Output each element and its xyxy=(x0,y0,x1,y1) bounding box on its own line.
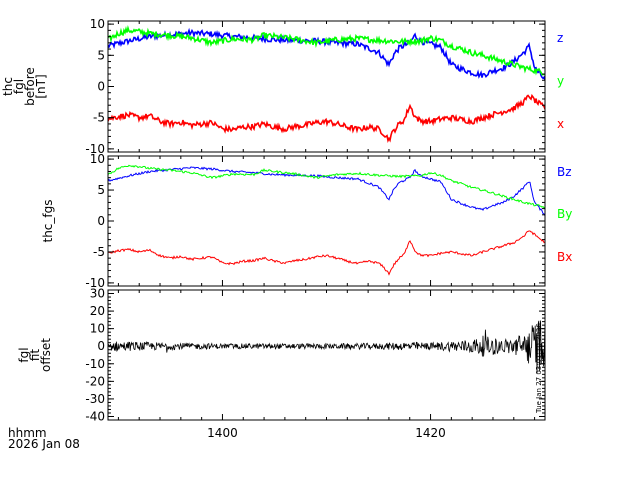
ytick-label: -30 xyxy=(85,392,105,406)
legend-Bz: Bz xyxy=(557,165,572,179)
panel-data xyxy=(108,320,545,374)
y-axis-label: fgl xyxy=(12,79,26,94)
y-axis-label: thc_fgs xyxy=(41,199,55,242)
ytick-label: 10 xyxy=(90,152,105,166)
ytick-label: 0 xyxy=(97,339,105,353)
xtick-label: 1420 xyxy=(415,426,446,440)
ytick-label: 20 xyxy=(90,304,105,318)
ytick-label: -10 xyxy=(85,276,105,290)
ytick-label: -20 xyxy=(85,374,105,388)
panel-2: Bz By Bx -10 -5 0 5 10 thc_fgs xyxy=(41,152,572,290)
legend-By: By xyxy=(557,207,572,221)
ytick-label: -5 xyxy=(93,111,105,125)
ytick-label: 5 xyxy=(97,48,105,62)
ytick-label: -10 xyxy=(85,142,105,156)
y-axis-label: before xyxy=(23,67,37,106)
y-axis-label: thc xyxy=(1,77,15,96)
series-offset-line xyxy=(108,320,545,374)
x-axis-label: hhmm xyxy=(8,426,47,440)
y-axis-label: offset xyxy=(39,338,53,372)
legend-z: z xyxy=(557,31,563,45)
ytick-label: 0 xyxy=(97,80,105,94)
ytick-label: -40 xyxy=(85,409,105,423)
series-y-line xyxy=(108,24,545,76)
legend-x: x xyxy=(557,117,564,131)
y-axis-label: fgl xyxy=(17,347,31,362)
side-timestamp: Tue Jan 27 03:01:10 2026 xyxy=(535,323,543,414)
ytick-label: -10 xyxy=(85,357,105,371)
ytick-label: 5 xyxy=(97,183,105,197)
series-By-line xyxy=(108,164,545,209)
series-Bx-line xyxy=(108,230,545,276)
ytick-label: 10 xyxy=(90,322,105,336)
legend-y: y xyxy=(557,74,564,88)
panels: zyx-10-50510thcfglbefore[nT]BzByBx-10-50… xyxy=(1,17,572,423)
panel-data xyxy=(108,164,545,276)
y-axis-label: [nT] xyxy=(34,74,48,98)
panel-data xyxy=(108,24,545,143)
series-Bz-line xyxy=(108,166,545,217)
y-axis-label: fit xyxy=(28,349,42,362)
ytick-label: 10 xyxy=(90,17,105,31)
ytick-label: 30 xyxy=(90,287,105,301)
ytick-label: 0 xyxy=(97,214,105,228)
xtick-label: 1400 xyxy=(207,426,238,440)
x-axis-label: 2026 Jan 08 xyxy=(8,437,80,451)
legend-Bx: Bx xyxy=(557,250,572,264)
ytick-label: -5 xyxy=(93,245,105,259)
panel-frame xyxy=(107,289,546,421)
series-x-line xyxy=(108,93,545,143)
